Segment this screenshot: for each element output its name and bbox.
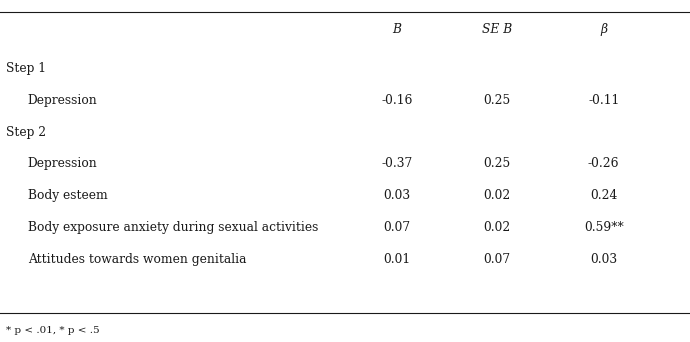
- Text: Attitudes towards women genitalia: Attitudes towards women genitalia: [28, 253, 246, 266]
- Text: 0.02: 0.02: [483, 189, 511, 202]
- Text: SE B: SE B: [482, 23, 512, 36]
- Text: 0.25: 0.25: [483, 157, 511, 170]
- Text: B: B: [392, 23, 402, 36]
- Text: 0.03: 0.03: [383, 189, 411, 202]
- Text: 0.59**: 0.59**: [584, 221, 624, 234]
- Text: Step 2: Step 2: [6, 126, 46, 139]
- Text: β: β: [600, 23, 607, 36]
- Text: Body esteem: Body esteem: [28, 189, 108, 202]
- Text: -0.37: -0.37: [381, 157, 413, 170]
- Text: Depression: Depression: [28, 94, 97, 107]
- Text: 0.07: 0.07: [383, 221, 411, 234]
- Text: -0.11: -0.11: [588, 94, 620, 107]
- Text: 0.07: 0.07: [483, 253, 511, 266]
- Text: Body exposure anxiety during sexual activities: Body exposure anxiety during sexual acti…: [28, 221, 318, 234]
- Text: 0.02: 0.02: [483, 221, 511, 234]
- Text: -0.16: -0.16: [381, 94, 413, 107]
- Text: 0.01: 0.01: [383, 253, 411, 266]
- Text: 0.03: 0.03: [590, 253, 618, 266]
- Text: 0.24: 0.24: [590, 189, 618, 202]
- Text: Depression: Depression: [28, 157, 97, 170]
- Text: Step 1: Step 1: [6, 62, 46, 75]
- Text: * p < .01, * p < .5: * p < .01, * p < .5: [6, 326, 99, 334]
- Text: -0.26: -0.26: [588, 157, 620, 170]
- Text: 0.25: 0.25: [483, 94, 511, 107]
